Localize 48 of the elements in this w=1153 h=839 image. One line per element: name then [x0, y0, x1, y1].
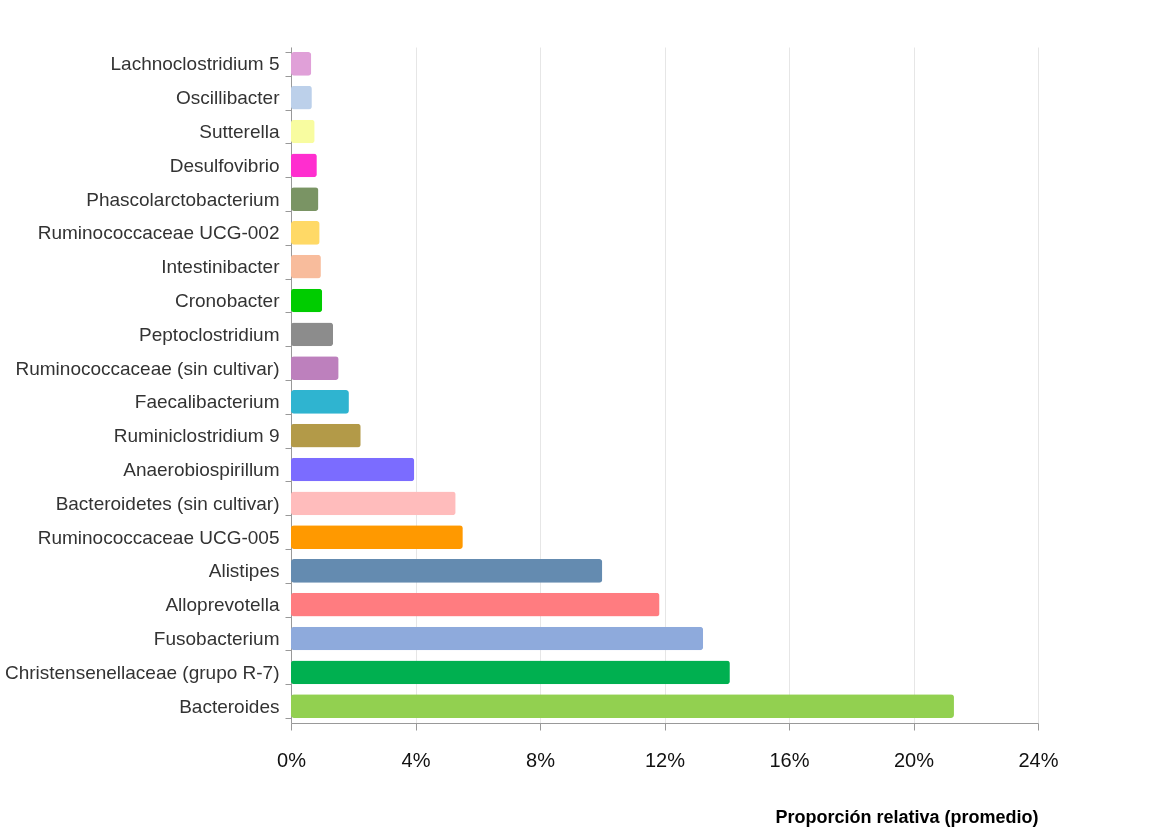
bar [291, 153, 317, 178]
bar [291, 187, 319, 211]
bar [291, 525, 463, 549]
y-tick-label: Bacteroides [179, 695, 280, 717]
bar [291, 423, 361, 448]
bar [291, 559, 603, 583]
bar [291, 694, 954, 718]
x-tick-label: 0% [277, 748, 307, 771]
y-tick-label: Alloprevotella [165, 594, 280, 616]
x-axis-title: Proporción relativa (promedio) [775, 806, 1039, 827]
y-tick-label: Bacteroidetes (sin cultivar) [55, 492, 280, 514]
bar [291, 221, 320, 245]
bar [291, 491, 456, 516]
bar [291, 85, 312, 110]
bar [291, 457, 415, 482]
bar [291, 390, 349, 414]
x-tick-label: 20% [893, 748, 935, 771]
y-tick-label: Cronobacter [174, 290, 281, 311]
y-tick-label: Ruminiclostridium 9 [113, 425, 280, 447]
y-tick-label: Fusobacterium [153, 628, 280, 649]
bar [291, 119, 315, 144]
y-tick-label: Ruminococcaceae UCG-002 [37, 222, 280, 244]
bar [291, 660, 730, 685]
bar [291, 288, 323, 313]
y-tick-label: Phascolarctobacterium [86, 188, 280, 210]
y-tick-label: Desulfovibrio [169, 154, 280, 176]
bar [291, 592, 660, 617]
bar [291, 254, 321, 279]
y-tick-label: Ruminococcaceae (sin cultivar) [15, 357, 280, 379]
x-tick-label: 16% [769, 748, 810, 771]
bar [291, 626, 704, 651]
y-tick-label: Alistipes [208, 560, 280, 582]
x-tick-label: 8% [526, 748, 556, 771]
x-tick-label: 24% [1018, 748, 1059, 771]
y-tick-label: Intestinibacter [161, 256, 281, 278]
y-tick-label: Faecalibacterium [134, 391, 280, 413]
y-tick-label: Sutterella [199, 121, 280, 142]
bar [291, 52, 312, 76]
y-tick-label: Peptoclostridium [139, 323, 280, 345]
y-tick-label: Anaerobiospirillum [123, 459, 280, 480]
y-tick-label: Lachnoclostridium 5 [110, 53, 280, 75]
x-tick-label: 12% [644, 748, 686, 771]
y-tick-label: Christensenellaceae (grupo R-7) [4, 661, 280, 683]
x-tick-label: 4% [401, 748, 431, 771]
y-tick-label: Oscillibacter [176, 87, 281, 109]
y-tick-label: Ruminococcaceae UCG-005 [37, 526, 280, 548]
bar [291, 322, 334, 347]
bar [291, 356, 339, 380]
